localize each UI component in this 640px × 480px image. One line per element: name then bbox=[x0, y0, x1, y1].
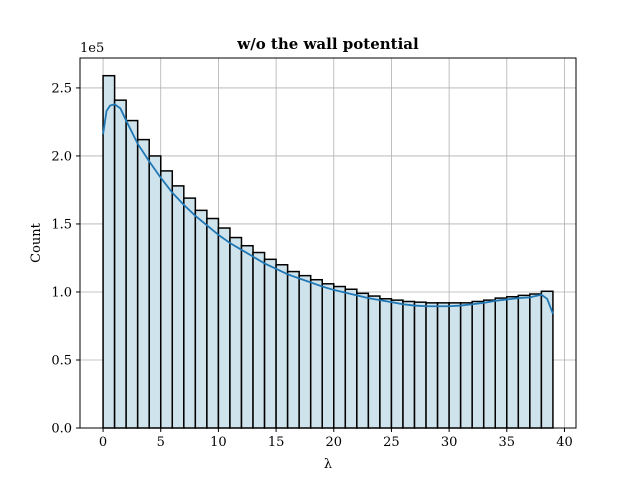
y-axis-ticks: 0.0 0.5 1.0 1.5 2.0 2.5 bbox=[51, 81, 80, 437]
x-tick-label: 10 bbox=[210, 435, 227, 450]
y-axis-label: Count bbox=[29, 222, 44, 263]
histogram-bar bbox=[459, 302, 473, 429]
y-tick-label: 0.5 bbox=[51, 353, 72, 368]
histogram-bar bbox=[367, 295, 381, 429]
histogram-bar bbox=[136, 138, 150, 429]
histogram-bar bbox=[298, 274, 312, 429]
histogram-bar bbox=[344, 288, 358, 429]
histogram-bar bbox=[471, 300, 485, 429]
chart-title: w/o the wall potential bbox=[236, 35, 419, 53]
histogram-bar bbox=[333, 285, 347, 429]
histogram-bar bbox=[217, 227, 231, 429]
histogram-bar bbox=[448, 302, 462, 429]
histogram-bar bbox=[356, 292, 370, 429]
histogram-bar bbox=[379, 298, 393, 429]
y-offset-label: 1e5 bbox=[80, 41, 104, 56]
histogram-bar bbox=[125, 119, 139, 429]
x-axis-ticks: 0 5 10 15 20 25 30 35 40 bbox=[99, 428, 573, 450]
histogram-bar bbox=[275, 264, 289, 429]
y-tick-label: 2.5 bbox=[51, 81, 72, 96]
histogram-bar bbox=[183, 197, 197, 429]
histogram-bar bbox=[194, 209, 208, 429]
histogram-bar bbox=[425, 302, 439, 429]
histogram-bar bbox=[436, 302, 450, 429]
histogram-bar bbox=[529, 293, 543, 429]
kde-curve bbox=[102, 103, 554, 315]
histogram-bar bbox=[229, 236, 243, 429]
x-tick-label: 30 bbox=[441, 435, 458, 450]
histogram-bar bbox=[148, 155, 162, 429]
y-tick-label: 1.0 bbox=[51, 285, 72, 300]
y-tick-label: 1.5 bbox=[51, 217, 72, 232]
histogram-bar bbox=[263, 258, 277, 429]
histogram-bar bbox=[309, 278, 323, 429]
histogram-bar bbox=[252, 251, 266, 429]
y-tick-label: 2.0 bbox=[51, 149, 72, 164]
x-tick-label: 40 bbox=[556, 435, 573, 450]
histogram-bar bbox=[321, 283, 335, 429]
x-tick-label: 20 bbox=[325, 435, 342, 450]
x-tick-label: 15 bbox=[268, 435, 285, 450]
y-tick-label: 0.0 bbox=[51, 422, 72, 437]
histogram-bar bbox=[390, 299, 404, 429]
histogram-bar bbox=[517, 294, 531, 429]
histogram-bar bbox=[206, 217, 220, 429]
x-tick-label: 35 bbox=[499, 435, 516, 450]
x-tick-label: 25 bbox=[383, 435, 400, 450]
histogram-bar bbox=[482, 299, 497, 429]
histogram-bar bbox=[540, 290, 554, 429]
x-tick-label: 0 bbox=[99, 435, 107, 450]
histogram-bar bbox=[402, 300, 416, 429]
histogram-bar bbox=[286, 270, 300, 429]
plot-frame bbox=[79, 57, 577, 429]
histogram-bar bbox=[240, 244, 254, 429]
histogram-bar bbox=[413, 301, 427, 429]
histogram-bar bbox=[494, 297, 508, 429]
histogram-bars bbox=[102, 74, 554, 429]
histogram-bar bbox=[171, 185, 185, 429]
x-axis-label: λ bbox=[324, 457, 332, 472]
histogram-bar bbox=[113, 99, 127, 429]
histogram-bar bbox=[506, 295, 520, 429]
x-tick-label: 5 bbox=[157, 435, 165, 450]
histogram-bar bbox=[159, 170, 174, 429]
